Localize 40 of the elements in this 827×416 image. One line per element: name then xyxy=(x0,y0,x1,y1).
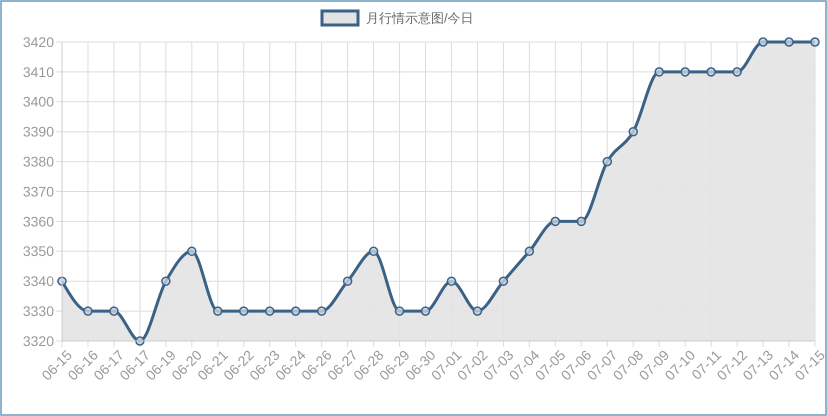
y-tick-label: 3390 xyxy=(22,124,54,140)
point xyxy=(213,306,223,316)
point xyxy=(472,306,482,316)
point xyxy=(83,306,93,316)
point xyxy=(680,67,690,77)
y-tick-label: 3400 xyxy=(22,94,54,110)
point xyxy=(342,276,352,286)
point xyxy=(654,67,664,77)
point xyxy=(784,37,794,47)
y-tick-label: 3340 xyxy=(22,273,54,290)
legend-label: 月行情示意图/今日 xyxy=(366,10,474,26)
point xyxy=(368,246,378,256)
point xyxy=(576,216,586,226)
point xyxy=(758,37,768,47)
point xyxy=(264,306,274,316)
point xyxy=(524,246,534,256)
point xyxy=(316,306,326,316)
point xyxy=(239,306,249,316)
y-tick-label: 3350 xyxy=(22,243,54,260)
y-tick-label: 3380 xyxy=(22,154,54,170)
point xyxy=(602,156,612,166)
y-tick-label: 3370 xyxy=(22,183,54,200)
point xyxy=(446,276,456,286)
y-tick-label: 3420 xyxy=(22,34,54,50)
y-tick-label: 3360 xyxy=(22,213,54,230)
point xyxy=(187,246,197,256)
point xyxy=(109,306,119,316)
point xyxy=(706,67,716,77)
point xyxy=(161,276,171,286)
point xyxy=(498,276,508,286)
point xyxy=(420,306,430,316)
y-tick-label: 3410 xyxy=(22,64,54,80)
point xyxy=(394,306,404,316)
point xyxy=(290,306,300,316)
point xyxy=(628,126,638,136)
point xyxy=(550,216,560,226)
point xyxy=(732,67,742,77)
y-tick-label: 3320 xyxy=(22,332,54,349)
y-tick-label: 3330 xyxy=(22,303,54,319)
point xyxy=(810,37,820,47)
